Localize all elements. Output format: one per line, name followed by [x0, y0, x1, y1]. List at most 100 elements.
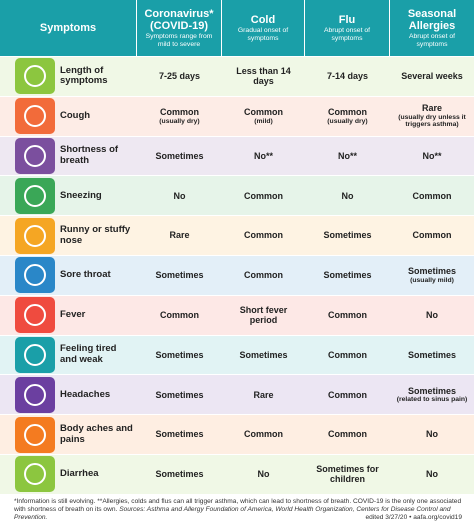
cell-text: Rare	[169, 230, 190, 241]
table-cell: Common	[222, 216, 305, 255]
icon-background	[15, 456, 55, 493]
header-cell: Cold Gradual onset of symptoms	[222, 0, 304, 56]
table-cell: Common (usually dry)	[137, 97, 222, 136]
cell-text: Common	[160, 107, 199, 118]
icon-background	[15, 138, 55, 174]
icon-background	[15, 58, 55, 95]
table-cell: Common (mild)	[222, 97, 305, 136]
row-background	[0, 295, 474, 335]
table-cell: Sometimes (related to sinus pain)	[390, 375, 474, 414]
cell-text: Common	[328, 309, 367, 320]
icon-background	[15, 376, 55, 413]
table-cell: Sometimes	[305, 216, 390, 255]
table-cell: No**	[390, 137, 474, 176]
symptom-text: Feeling tired and weak	[60, 343, 117, 365]
cell-text: Sometimes	[323, 270, 372, 281]
row-background	[0, 375, 474, 415]
table-cell: Sometimes	[305, 256, 390, 295]
header-subtitle: Abrupt onset of symptoms	[408, 33, 456, 48]
table-cell: Common	[390, 216, 474, 255]
cell-text: Sometimes	[155, 389, 204, 400]
icon-glyph	[24, 383, 46, 406]
footnote-text: *Information is still evolving. **Allerg…	[14, 498, 462, 513]
symptom-text: Sore throat	[60, 269, 111, 281]
table-cell: Common	[305, 296, 390, 335]
cell-text: Rare	[253, 389, 274, 400]
header-subtitle: Symptoms range from mild to severe	[145, 33, 213, 48]
cell-note: (usually dry unless it triggers asthma)	[398, 113, 466, 129]
symptom-text: Length of symptoms	[60, 64, 108, 87]
symptom-text: Headaches	[60, 388, 111, 400]
table-cell: Sometimes	[390, 336, 474, 375]
symptom-icon	[15, 376, 55, 413]
table-cell: Common	[390, 176, 474, 215]
cell-text: Common	[412, 230, 452, 241]
table-cell: Sometimes for children	[305, 455, 390, 494]
cell-text: Common	[244, 107, 283, 118]
cell-text: Sometimes	[239, 349, 288, 360]
table-cell: Rare (usually dry unless it triggers asth…	[390, 97, 474, 136]
edited-note: edited 3/27/20 • aafa.org/covid19	[365, 514, 462, 521]
cell-text: Sometimes	[407, 349, 457, 360]
icon-glyph	[24, 105, 46, 128]
symptom-icon	[15, 337, 55, 373]
table-cell: Sometimes	[137, 137, 222, 176]
table-cell: 7-25 days	[137, 57, 222, 96]
cell-text: Sometimes	[155, 150, 204, 161]
cell-text: No	[426, 309, 438, 320]
cell-text: Sometimes	[155, 429, 204, 440]
cell-text: No	[341, 190, 354, 201]
row-background	[0, 455, 474, 494]
symptom-icon	[15, 257, 55, 294]
cell-text: No	[426, 429, 438, 440]
symptom-icon	[15, 177, 55, 214]
cell-text: Sometimes	[155, 270, 204, 281]
cell-text: Common	[244, 230, 283, 241]
icon-glyph	[24, 184, 46, 207]
table-cell: Rare	[137, 216, 222, 255]
cell-text: Several weeks	[401, 71, 463, 82]
cell-text: Less than 14 days	[236, 65, 291, 87]
sources: Sources: Asthma and Allergy Foundation o…	[14, 506, 451, 521]
cell-text: Sometimes	[155, 349, 204, 360]
table-cell: Sometimes	[137, 256, 222, 295]
header-cell: Coronavirus* (COVID-19) Symptoms range fr…	[137, 0, 221, 56]
symptom-icon	[15, 416, 55, 453]
symptom-label: Headaches	[60, 375, 135, 414]
cell-note: (related to sinus pain)	[396, 396, 468, 404]
cell-text: No**	[422, 150, 442, 161]
symptom-icon	[15, 58, 55, 95]
table-cell: Sometimes	[222, 336, 305, 375]
symptom-label: Length of symptoms	[60, 57, 135, 96]
row-background	[0, 136, 474, 176]
cell-text: 7-14 days	[326, 71, 369, 82]
cell-text: Sometimes for children	[316, 463, 379, 485]
symptom-icon	[15, 98, 55, 135]
symptom-text: Sneezing	[60, 189, 102, 201]
table-cell: No	[222, 455, 305, 494]
table-cell: No	[390, 296, 474, 335]
row-background	[0, 415, 474, 454]
symptom-icon	[15, 217, 55, 254]
symptom-icon	[15, 297, 55, 334]
symptom-label: Sneezing	[60, 176, 135, 215]
cell-text: No	[426, 469, 438, 480]
table-cell: 7-14 days	[305, 57, 390, 96]
table-cell: No	[390, 415, 474, 454]
cell-text: Sometimes	[407, 385, 457, 396]
symptom-label: Body aches and pains	[60, 415, 135, 454]
cell-text: Sometimes	[323, 230, 372, 241]
row-background	[0, 216, 474, 255]
header-title: Cold	[250, 14, 276, 26]
icon-background	[15, 257, 55, 294]
symptom-label: Feeling tired and weak	[60, 336, 135, 375]
table-cell: Common	[137, 296, 222, 335]
icon-glyph	[24, 344, 46, 366]
header-cell: Symptoms	[0, 0, 136, 56]
cell-text: No**	[337, 150, 357, 161]
table-cell: Short fever period	[222, 296, 305, 335]
table-cell: Sometimes	[137, 375, 222, 414]
icon-glyph	[24, 145, 46, 167]
symptom-text: Runny or stuffy nose	[60, 224, 131, 246]
row-background	[0, 335, 474, 375]
